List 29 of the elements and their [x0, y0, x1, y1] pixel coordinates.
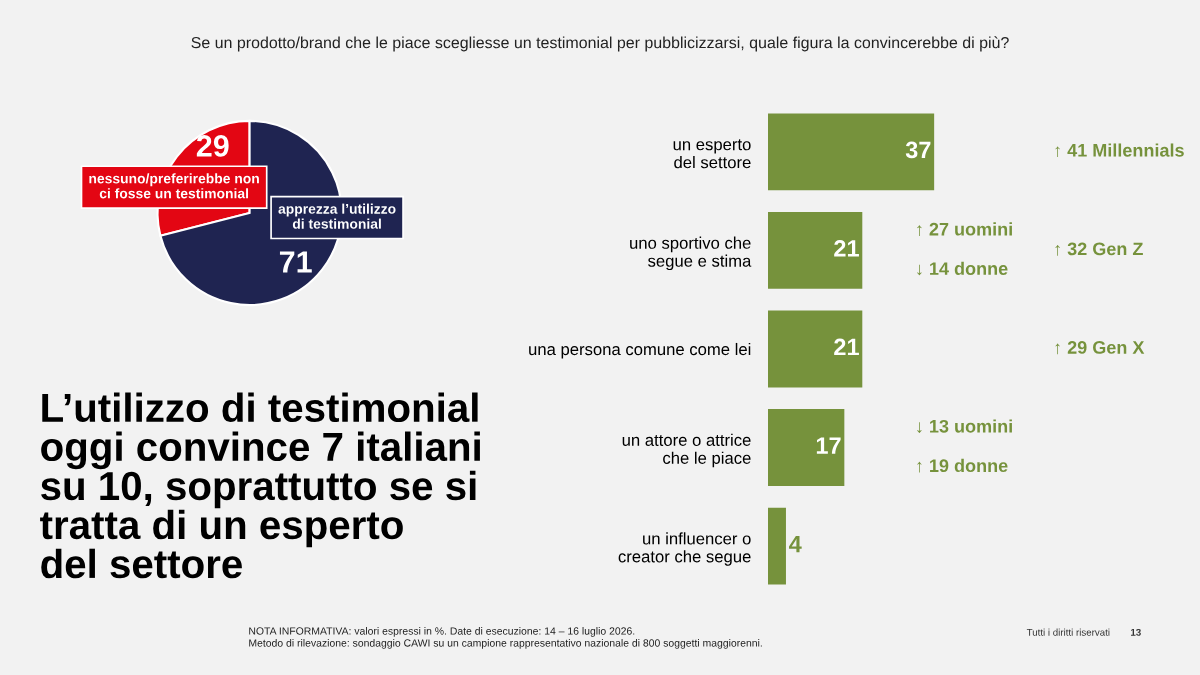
text: NOTA INFORMATIVA: valori espressi in %. Date di esecuzione: 14 – 16 luglio 2026. Metodo di rilevazione: sondaggio CAWI su un campione rappresentativo nazionale di 800 soggetti maggiorenni.	[249, 627, 762, 649]
text: Se un prodotto/brand che le piace scegliesse un testimonial per pubblicizzarsi, quale figura la convincerebbe di più?	[191, 36, 1009, 52]
y-tick-label: una persona comune come lei	[529, 342, 751, 359]
data-label: 21	[834, 240, 859, 257]
annotation: ↓ 14 donne	[917, 261, 1008, 276]
data-label: 71	[279, 251, 312, 273]
text: 13	[1131, 628, 1141, 636]
text: ↑ 29 Gen X	[1055, 341, 1145, 355]
y-tick-label: un esperto del settore	[673, 139, 751, 169]
text: L’utilizzo di testimonial oggi convince 7 italiani su 10, soprattutto se si tratta di un esperto del settore	[40, 392, 480, 579]
annotation: ↑ 19 donne	[917, 458, 1008, 473]
bar	[768, 113, 935, 191]
data-label: 21	[834, 338, 859, 356]
annotation: ↑ 27 uomini	[917, 222, 1012, 236]
bar	[768, 310, 863, 388]
bar	[768, 507, 786, 585]
y-tick-label: un attore o attrice che le piace	[622, 433, 751, 468]
text: Tutti i diritti riservati	[1026, 628, 1110, 636]
y-tick-label: uno sportivo che segue e stima	[630, 236, 752, 271]
data-label: 4	[789, 535, 802, 553]
annotation: ↓ 13 uomini	[917, 419, 1012, 434]
bar	[768, 409, 845, 486]
bar	[768, 211, 863, 289]
data-label: 37	[905, 141, 931, 159]
data-label: 17	[816, 437, 841, 454]
text: ↑ 41 Millennials	[1055, 143, 1184, 158]
y-tick-label: un influencer o creator che segue	[618, 532, 751, 566]
slice-label: apprezza l’utilizzo di testimonial	[278, 203, 396, 229]
text: ↑ 32 Gen Z	[1055, 242, 1143, 256]
